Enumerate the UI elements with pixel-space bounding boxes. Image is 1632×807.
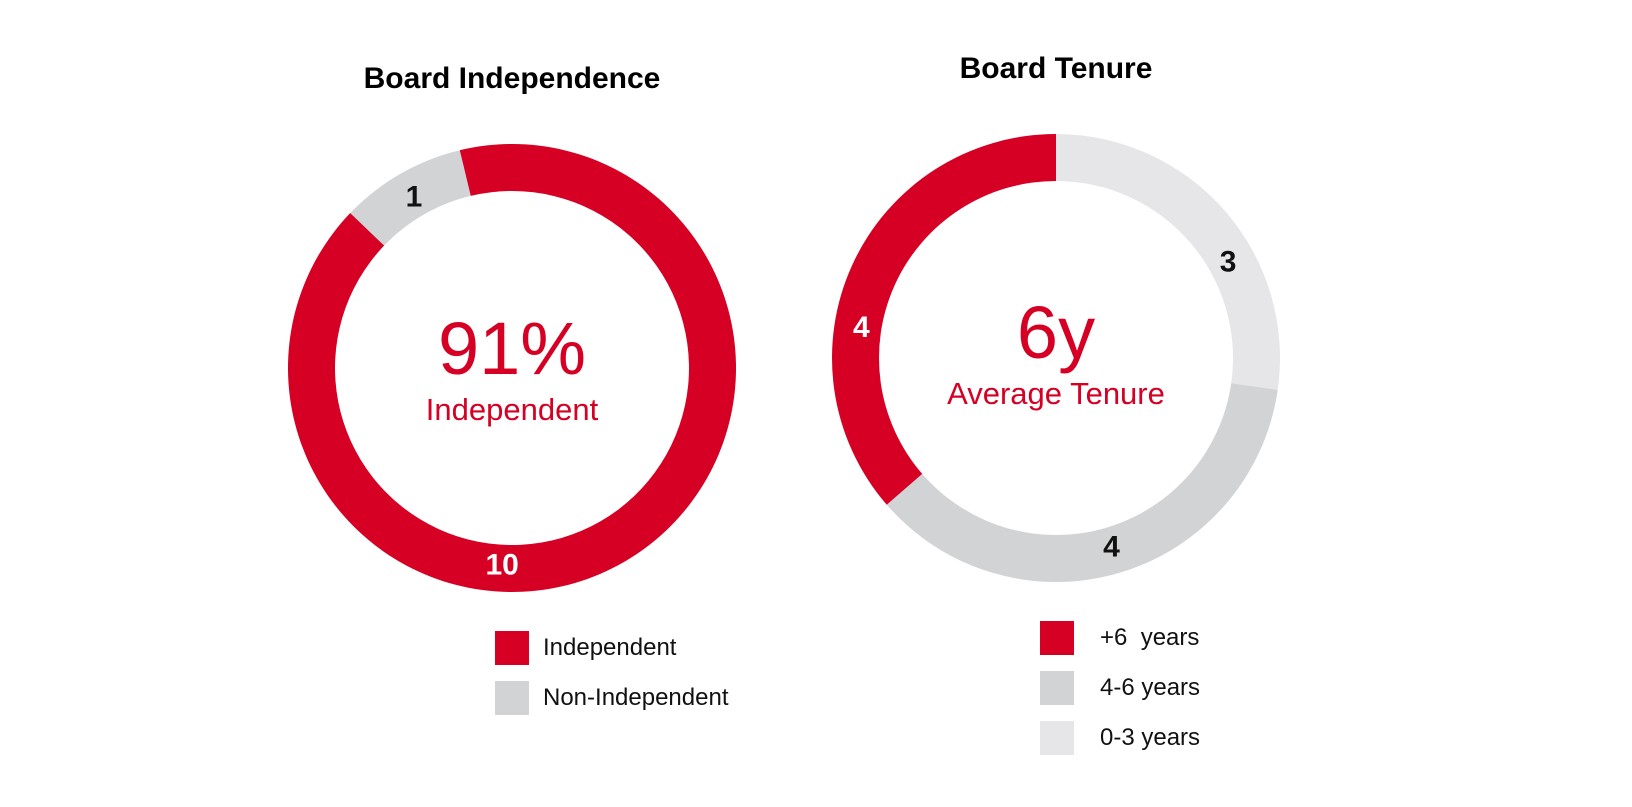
legend-item-independent: Independent: [495, 631, 676, 665]
legend-item-4-6-years: 4-6 years: [1040, 671, 1200, 705]
tenure-center-label: Average Tenure: [947, 376, 1165, 411]
legend-swatch-independent: [495, 631, 529, 665]
board-independence-title: Board Independence: [363, 62, 661, 95]
independence-center-label: Independent: [425, 392, 599, 427]
legend-label-0-3-years: 0-3 years: [1100, 724, 1201, 751]
tenure-center-value: 6y: [1016, 291, 1096, 374]
legend-label-4-6-years: 4-6 years: [1100, 674, 1201, 701]
legend-label-non-independent: Non-Independent: [543, 684, 729, 711]
legend-label-6plus-years: +6 years: [1100, 624, 1200, 651]
legend-item-non-independent: Non-Independent: [495, 681, 728, 715]
slice-value-label-non-independent: 1: [406, 181, 423, 214]
legend-swatch-0-3-years: [1040, 721, 1074, 755]
legend-item-0-3-years: 0-3 years: [1040, 721, 1200, 755]
legend-swatch-6plus-years: [1040, 621, 1074, 655]
slice-value-label-independent: 10: [485, 548, 518, 581]
board-tenure-title: Board Tenure: [959, 52, 1153, 85]
legend-label-independent: Independent: [543, 634, 677, 661]
legend-swatch-non-independent: [495, 681, 529, 715]
legend-item-6plus-years: +6 years: [1040, 621, 1199, 655]
independence-percent-value: 91%: [437, 307, 587, 390]
legend-swatch-4-6-years: [1040, 671, 1074, 705]
donut-slice-non-independent: [350, 150, 471, 246]
